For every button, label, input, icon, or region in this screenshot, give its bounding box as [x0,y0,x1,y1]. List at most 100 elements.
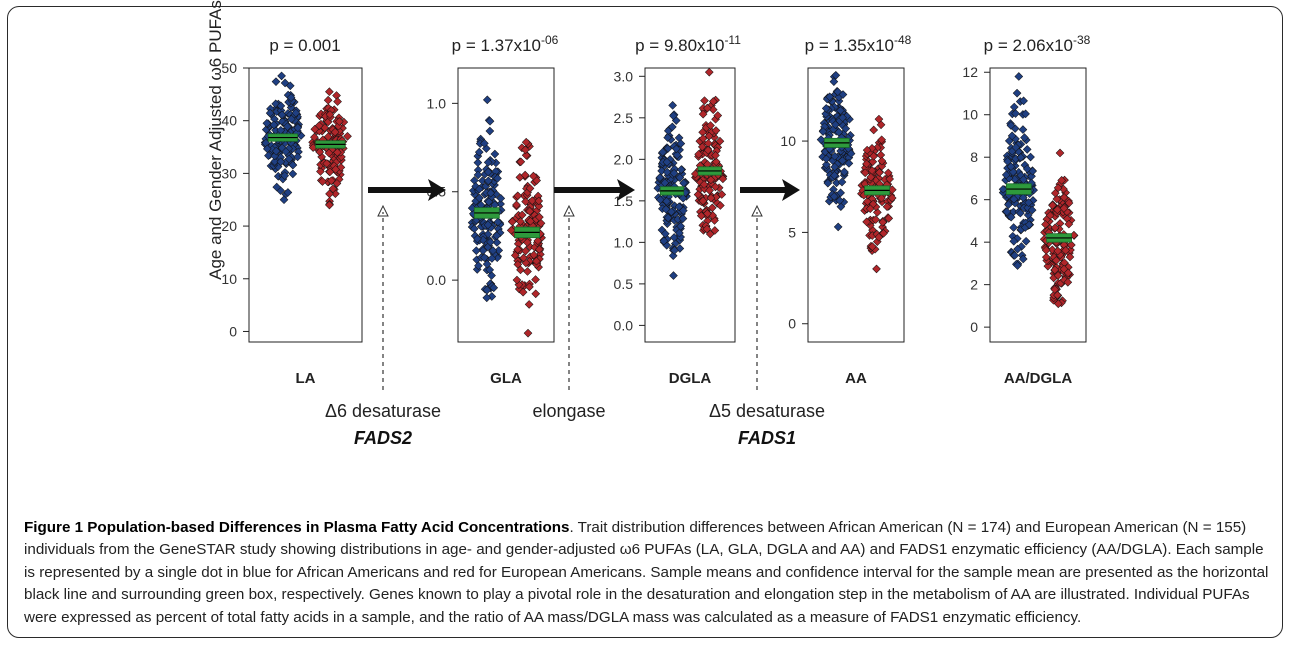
data-point [832,178,841,188]
y-tick-label: 8 [970,149,978,165]
data-point [496,199,505,209]
series-european-american [308,87,352,210]
data-point [866,172,876,182]
data-point [708,97,718,106]
data-point [487,254,497,263]
data-point [1059,204,1069,213]
data-point [838,156,847,165]
data-point [316,167,325,176]
y-tick-label: 40 [221,113,237,129]
data-point [262,118,272,128]
data-point [1009,236,1019,246]
data-point [676,139,686,148]
data-point [1016,153,1026,162]
data-point [1012,88,1022,98]
data-point [1053,299,1063,309]
data-point [333,97,342,106]
data-point [836,188,845,198]
data-point [1019,96,1028,106]
data-point [679,206,688,215]
caption-title: Figure 1 Population-based Differences in… [24,519,570,536]
data-point [887,185,897,195]
data-point [871,215,881,224]
data-point [706,175,716,185]
data-point [473,234,482,244]
data-point [523,267,532,276]
data-point [841,124,851,133]
data-point [535,212,544,222]
series-european-american [857,114,897,274]
data-point [838,90,848,99]
data-point [1051,188,1060,198]
enzyme-label-3: Δ5 desaturase FADS1 [709,401,825,448]
data-point [325,200,334,210]
data-point [1003,157,1013,166]
data-point [525,184,535,193]
data-point [322,159,332,168]
pathway-arrow-2 [554,179,635,390]
data-point [485,126,495,136]
data-point [694,149,703,159]
data-point [663,213,673,223]
data-point [1041,245,1051,255]
p-value-text: p = 1.35x10 [805,36,894,55]
data-point [533,236,543,246]
data-point [673,214,683,224]
data-point [1063,268,1073,278]
y-tick-label: 50 [221,60,237,76]
data-point [879,229,888,238]
p-value: p = 1.35x10-48 [805,33,912,55]
data-point [483,220,493,230]
data-point [1067,240,1076,250]
data-point [276,152,285,162]
data-point [315,147,325,157]
y-tick-label: 1.0 [427,95,447,111]
data-point [512,200,521,210]
data-point [269,120,279,130]
data-point [516,157,526,167]
data-point [1052,194,1062,204]
data-point [529,250,539,260]
data-point [518,287,528,297]
data-point [877,156,887,166]
data-point [1045,211,1055,220]
data-point [1020,133,1029,142]
data-point [869,151,878,161]
data-point [715,136,725,146]
p-value-text: p = 1.37x10 [452,36,541,55]
y-tick-label: 2.5 [614,110,634,126]
gene-name: FADS1 [738,428,796,448]
data-point [1050,265,1060,275]
data-point [1064,198,1074,208]
data-point [1063,277,1073,287]
data-point [343,131,352,141]
data-point [1009,194,1019,204]
data-point [703,209,712,218]
data-point [283,188,293,197]
data-point [668,101,677,110]
data-point [512,275,522,285]
data-point [1043,261,1053,271]
data-point [670,246,679,255]
data-point [517,210,527,220]
data-point [669,111,678,121]
plot-frame [248,67,363,343]
y-tick-label: 0 [229,323,237,339]
data-point [474,147,484,157]
y-tick-label: 0.5 [614,276,634,292]
data-point [1010,174,1020,184]
data-point [862,159,871,169]
data-point [283,122,292,131]
data-point [310,124,320,134]
data-point [875,168,884,177]
dashed-pointer-head [751,204,763,217]
data-point [521,150,531,160]
data-point [661,229,670,239]
y-tick-label: 0 [970,319,978,335]
data-point [331,165,340,174]
data-point [288,160,298,170]
data-point [277,71,286,81]
data-point [484,176,493,186]
plot-frame [457,67,555,343]
data-point [527,196,537,206]
